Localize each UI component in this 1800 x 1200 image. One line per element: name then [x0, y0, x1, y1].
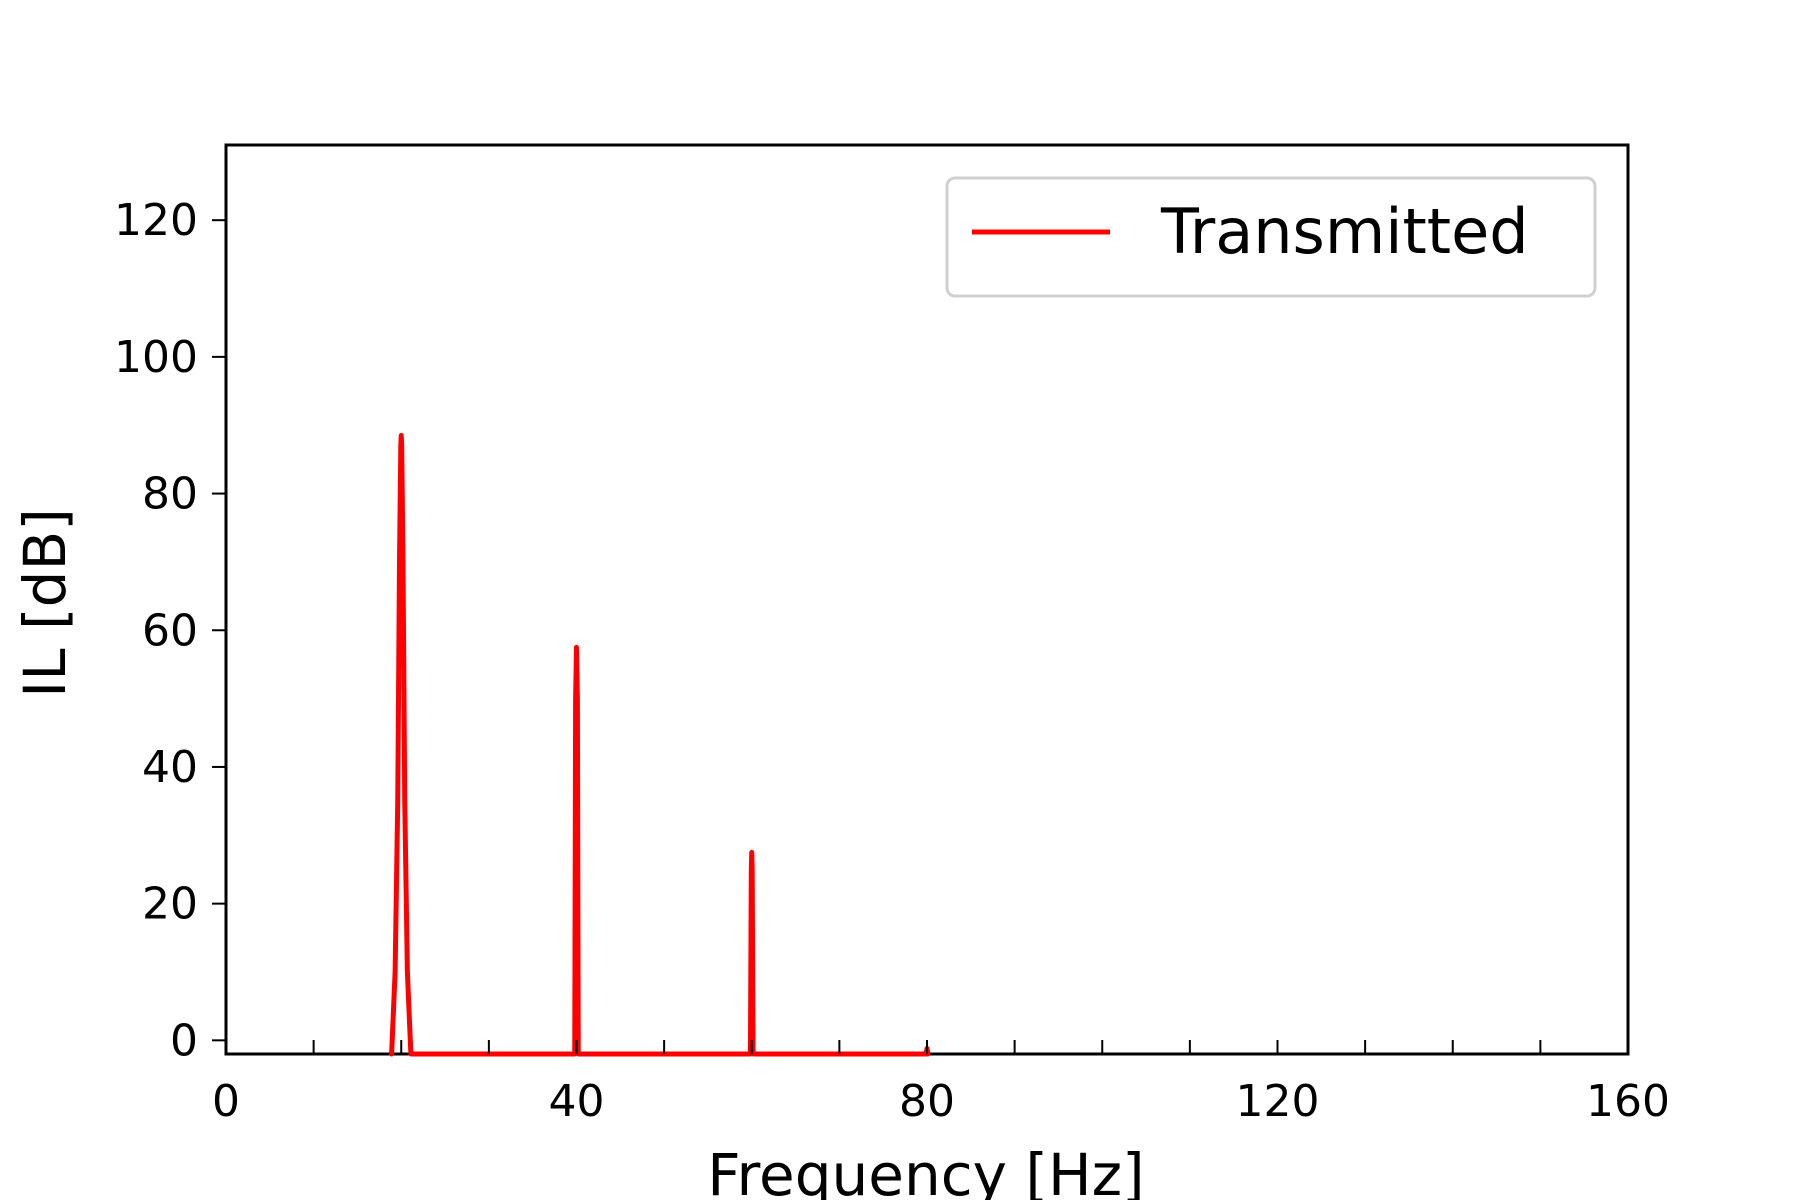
- y-tick-label: 20: [142, 879, 198, 930]
- y-tick-label: 0: [170, 1015, 198, 1066]
- x-tick-label: 0: [212, 1076, 240, 1127]
- y-tick-label: 60: [142, 605, 198, 656]
- series-layer: [389, 432, 931, 1057]
- y-axis-label: IL [dB]: [11, 508, 79, 698]
- x-axis-label: Frequency [Hz]: [707, 1141, 1144, 1200]
- legend: Transmitted: [945, 176, 1597, 298]
- legend-entry-transmitted: Transmitted: [1160, 195, 1529, 268]
- y-tick-label: 100: [114, 332, 198, 383]
- x-tick-label: 40: [549, 1076, 605, 1127]
- x-axis-ticks: 0 40 80 120 160: [212, 1040, 1670, 1127]
- y-tick-label: 120: [114, 195, 198, 246]
- x-tick-label: 120: [1236, 1076, 1320, 1127]
- x-tick-label: 80: [899, 1076, 955, 1127]
- legend-frame: [945, 176, 1597, 298]
- series-line-0: [389, 432, 931, 1057]
- y-axis-ticks: 0 20 40 60 80 100 120: [114, 195, 226, 1066]
- x-tick-label: 160: [1586, 1076, 1670, 1127]
- y-tick-label: 40: [142, 742, 198, 793]
- y-tick-label: 80: [142, 469, 198, 520]
